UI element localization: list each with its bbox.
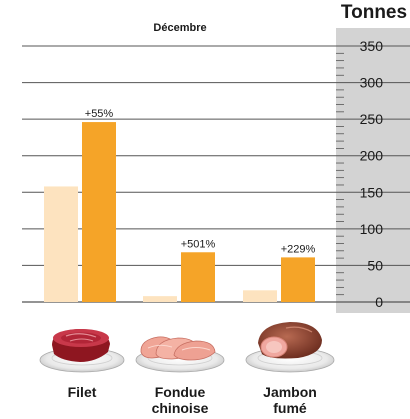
y-tick-label: 200	[360, 148, 384, 164]
bar-december	[181, 252, 215, 302]
change-annotation: +55%	[85, 108, 114, 120]
bar-previous	[243, 290, 277, 302]
y-tick-label: 250	[360, 111, 384, 127]
y-tick-label: 0	[375, 294, 383, 310]
y-tick-label: 50	[367, 257, 383, 273]
chart-title: Décembre	[153, 22, 206, 34]
category-label: Jambon	[263, 384, 317, 400]
bars	[44, 122, 315, 302]
y-tick-label: 300	[360, 75, 384, 91]
y-tick-label: 150	[360, 184, 384, 200]
y-tick-label: 350	[360, 38, 384, 54]
bar-december	[82, 122, 116, 302]
bar-december	[281, 257, 315, 302]
unit-label: Tonnes	[341, 2, 407, 23]
change-annotation: +501%	[181, 238, 216, 250]
category-label: fumé	[273, 400, 307, 416]
beef-fillet-icon	[39, 329, 125, 373]
y-tick-labels: 0 50 100 150 200 250 300 350	[360, 38, 384, 310]
smoked-ham-icon	[245, 322, 335, 373]
bar-previous	[44, 186, 78, 302]
bar-annotations: +55% +501% +229%	[85, 108, 316, 255]
bar-previous	[143, 296, 177, 302]
category-label: chinoise	[152, 400, 209, 416]
category-label: Fondue	[155, 384, 206, 400]
y-tick-label: 100	[360, 221, 384, 237]
category-label: Filet	[68, 384, 97, 400]
axis-minor-ticks	[336, 52, 344, 296]
change-annotation: +229%	[281, 243, 316, 255]
sliced-meat-icon	[135, 336, 225, 373]
